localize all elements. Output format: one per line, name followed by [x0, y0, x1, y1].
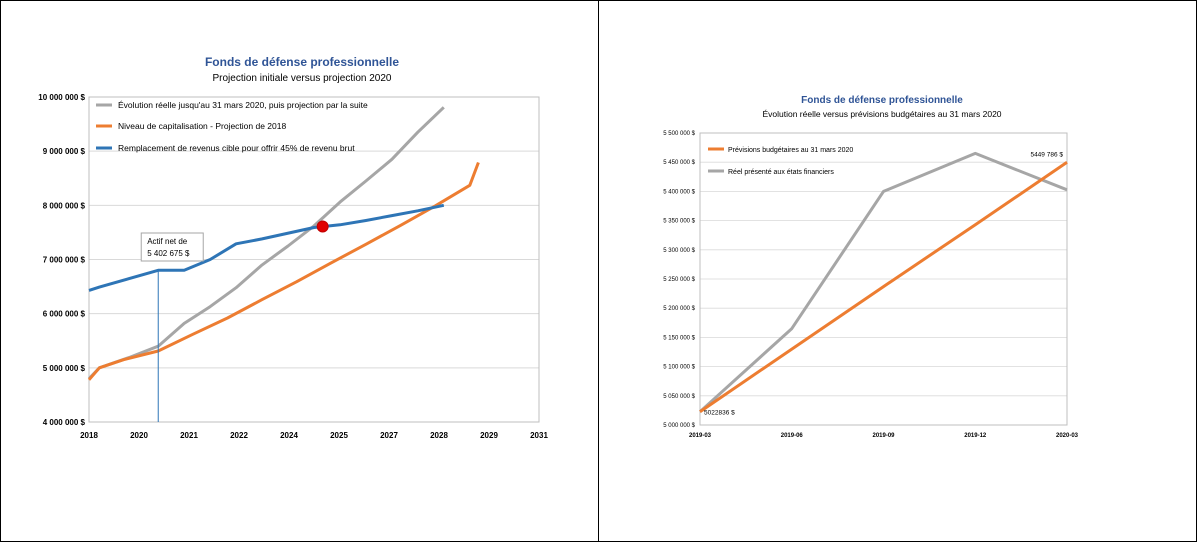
y-tick-label: 5 050 000 $	[663, 394, 695, 400]
y-tick-label: 5 350 000 $	[663, 219, 695, 225]
plot-border	[88, 96, 540, 423]
y-tick-label: 7 000 000 $	[43, 256, 86, 265]
series-line-blue	[88, 203, 445, 292]
legend-label: Niveau de capitalisation - Projection de…	[118, 121, 286, 131]
y-tick-label: 5 100 000 $	[663, 365, 695, 371]
y-tick-label: 4 000 000 $	[43, 418, 86, 427]
x-tick-label: 2022	[230, 431, 248, 440]
y-tick-label: 8 000 000 $	[43, 201, 86, 210]
x-tick-label: 2031	[530, 431, 548, 440]
x-tick-label: 2020-03	[1056, 433, 1079, 439]
chart-title: Fonds de défense professionnelle	[205, 55, 399, 69]
y-tick-label: 5 150 000 $	[663, 335, 695, 341]
series-line-gray	[698, 151, 1068, 413]
x-tick-label: 2019-09	[872, 433, 895, 439]
x-tick-label: 2028	[430, 431, 448, 440]
y-tick-label: 9 000 000 $	[43, 147, 86, 156]
x-tick-label: 2024	[280, 431, 298, 440]
left-panel: Fonds de défense professionnelle Projecti…	[0, 0, 598, 542]
series-line-orange	[87, 161, 480, 381]
x-tick-label: 2019-03	[689, 433, 712, 439]
chart-subtitle: Projection initiale versus projection 20…	[213, 73, 392, 84]
y-tick-label: 5 200 000 $	[663, 306, 695, 312]
x-tick-label: 2020	[130, 431, 148, 440]
plot-border	[699, 132, 1068, 426]
y-tick-label: 5 250 000 $	[663, 277, 695, 283]
budget-vs-actual-chart: Fonds de défense professionnelle Évolutio…	[663, 95, 1079, 439]
x-tick-label: 2019-06	[781, 433, 804, 439]
x-tick-label: 2018	[80, 431, 98, 440]
annotation-line2: 5 402 675 $	[147, 249, 190, 258]
x-tick-label: 2029	[480, 431, 498, 440]
y-tick-label: 6 000 000 $	[43, 310, 86, 319]
series-line-orange	[699, 161, 1068, 413]
right-panel: Fonds de défense professionnelle Évolutio…	[599, 0, 1197, 542]
y-tick-label: 5 450 000 $	[663, 160, 695, 166]
y-tick-label: 5 000 000 $	[663, 423, 695, 429]
y-tick-label: 5 000 000 $	[43, 364, 86, 373]
intersection-marker	[316, 220, 329, 233]
panel-divider	[598, 0, 599, 542]
legend-label: Prévisions budgétaires au 31 mars 2020	[728, 147, 853, 154]
chart-title: Fonds de défense professionnelle	[801, 95, 963, 106]
x-tick-label: 2025	[330, 431, 348, 440]
data-label: 5449 786 $	[1030, 151, 1063, 158]
series-line-gray	[87, 106, 445, 380]
x-tick-label: 2027	[380, 431, 398, 440]
annotation-box	[140, 232, 204, 262]
projection-chart: Fonds de défense professionnelle Projecti…	[38, 55, 548, 440]
chart-subtitle: Évolution réelle versus prévisions budgé…	[762, 109, 1001, 119]
y-tick-label: 5 300 000 $	[663, 248, 695, 254]
x-tick-label: 2019-12	[964, 433, 987, 439]
data-label: 5022836 $	[704, 410, 735, 417]
y-tick-label: 10 000 000 $	[38, 93, 85, 102]
legend-label: Évolution réelle jusqu'au 31 mars 2020, …	[118, 100, 368, 110]
annotation-line1: Actif net de	[147, 237, 188, 246]
y-tick-label: 5 400 000 $	[663, 189, 695, 195]
x-tick-label: 2021	[180, 431, 198, 440]
y-tick-label: 5 500 000 $	[663, 131, 695, 137]
legend-label: Remplacement de revenus cible pour offri…	[118, 143, 355, 153]
legend-label: Réel présenté aux états financiers	[728, 169, 834, 176]
